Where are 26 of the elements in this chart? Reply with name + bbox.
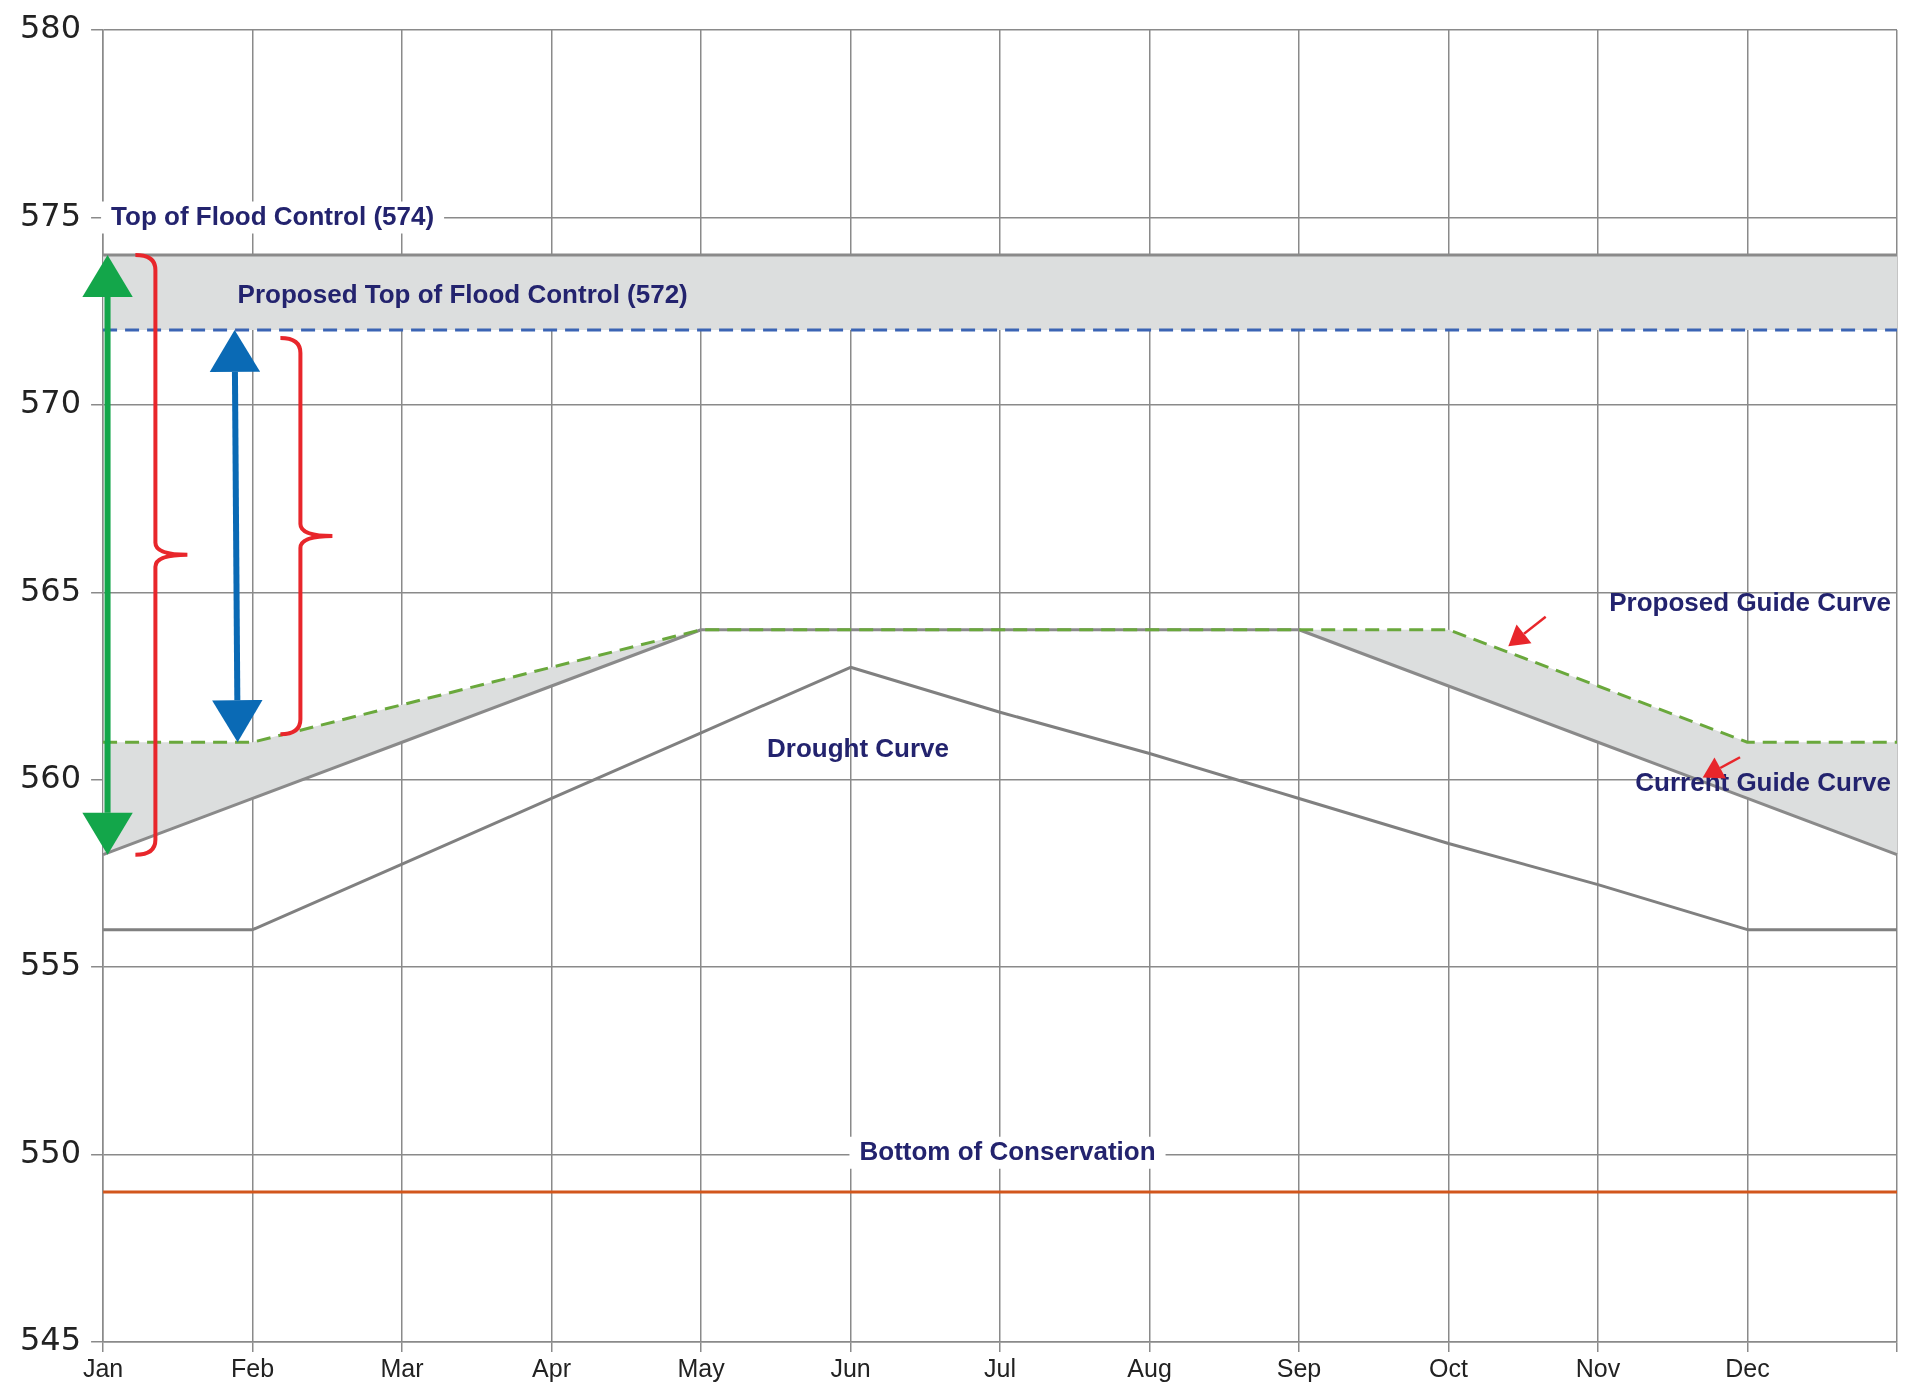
x-tick-label: May xyxy=(677,1353,726,1382)
x-tick-label: Jul xyxy=(984,1353,1017,1382)
y-tick-label: 575 xyxy=(20,195,82,234)
y-tick-label: 550 xyxy=(20,1132,82,1171)
y-tick-label: 555 xyxy=(20,945,82,984)
x-tick-label: Apr xyxy=(532,1353,572,1382)
ref-line-label: Bottom of Conservation xyxy=(859,1135,1156,1166)
x-tick-label: Mar xyxy=(380,1353,424,1382)
ref-line-label: Top of Flood Control (574) xyxy=(111,200,435,231)
x-tick-label: Oct xyxy=(1429,1353,1469,1382)
x-tick-label: Sep xyxy=(1276,1353,1322,1382)
x-tick-label: Feb xyxy=(231,1353,275,1382)
y-tick-label: 560 xyxy=(20,758,82,797)
y-tick-label: 565 xyxy=(20,570,82,609)
x-tick-label: Aug xyxy=(1127,1353,1172,1382)
series-label: Current Guide Curve xyxy=(1635,766,1891,797)
y-tick-label: 580 xyxy=(20,8,82,47)
x-tick-label: Nov xyxy=(1575,1353,1621,1382)
ref-line-label: Proposed Top of Flood Control (572) xyxy=(237,279,688,310)
x-tick-label: Jan xyxy=(82,1353,124,1382)
y-tick-label: 570 xyxy=(20,383,82,422)
text: Proposed Guide Curve xyxy=(1609,586,1891,617)
series-label: Drought Curve xyxy=(767,732,950,763)
x-tick-label: Jun xyxy=(830,1353,871,1382)
x-tick-label: Dec xyxy=(1725,1353,1770,1382)
y-tick-label: 545 xyxy=(20,1320,82,1359)
